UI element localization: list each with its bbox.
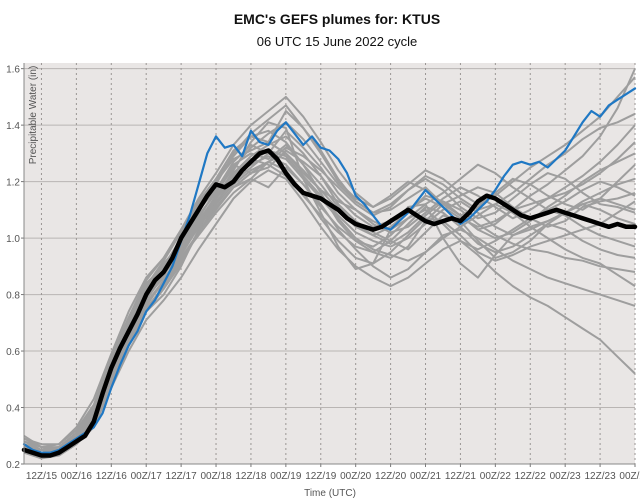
- control-line: [22, 87, 637, 454]
- y-tick-label: 0.2: [6, 460, 20, 471]
- y-axis-label: Precipitable Water (in): [28, 66, 39, 165]
- x-tick-label: 12Z/22: [515, 471, 547, 482]
- y-tick-label: 1.2: [6, 178, 20, 189]
- x-tick-label: 00Z/17: [131, 471, 163, 482]
- x-tick-label: 00Z/23: [619, 471, 640, 482]
- x-tick-label: 00Z/21: [410, 471, 442, 482]
- y-tick-label: 1.0: [6, 234, 20, 245]
- x-tick-label: 00Z/18: [200, 471, 232, 482]
- x-tick-label: 00Z/20: [340, 471, 372, 482]
- y-tick-label: 1.6: [6, 65, 20, 76]
- member-line: [23, 68, 636, 449]
- x-tick-label: 12Z/15: [26, 471, 58, 482]
- y-axis: 0.2 0.4 0.6 0.8 1.0 1.2 1.4 1.6: [6, 63, 25, 471]
- x-tick-label: 00Z/16: [61, 471, 93, 482]
- member-line: [23, 124, 636, 449]
- x-tick-label: 12Z/18: [235, 471, 267, 482]
- x-tick-label: 12Z/23: [585, 471, 617, 482]
- x-axis-label: Time (UTC): [304, 488, 356, 499]
- y-tick-label: 0.6: [6, 347, 20, 358]
- ensemble-mean-line: [21, 148, 638, 458]
- x-tick-label: 12Z/19: [305, 471, 337, 482]
- x-axis: 12Z/15 00Z/16 12Z/16 00Z/17 12Z/17 00Z/18 12Z/…: [24, 463, 640, 482]
- x-tick-label: 12Z/21: [445, 471, 477, 482]
- chart-subtitle: 06 UTC 15 June 2022 cycle: [257, 34, 417, 49]
- y-tick-label: 0.8: [6, 291, 20, 302]
- member-line: [23, 76, 636, 446]
- x-tick-label: 12Z/17: [166, 471, 198, 482]
- x-tick-label: 00Z/22: [480, 471, 512, 482]
- x-tick-label: 00Z/23: [550, 471, 582, 482]
- plot-area: [24, 63, 635, 464]
- x-tick-label: 12Z/20: [375, 471, 407, 482]
- main-series: [21, 87, 638, 458]
- member-line: [23, 112, 636, 449]
- x-tick-label: 00Z/19: [270, 471, 302, 482]
- y-tick-label: 0.4: [6, 404, 20, 415]
- x-tick-label: 12Z/16: [96, 471, 128, 482]
- chart-title: EMC's GEFS plumes for: KTUS: [234, 11, 440, 27]
- y-tick-label: 1.4: [6, 121, 20, 132]
- member-line: [23, 169, 636, 457]
- member-line: [23, 158, 636, 454]
